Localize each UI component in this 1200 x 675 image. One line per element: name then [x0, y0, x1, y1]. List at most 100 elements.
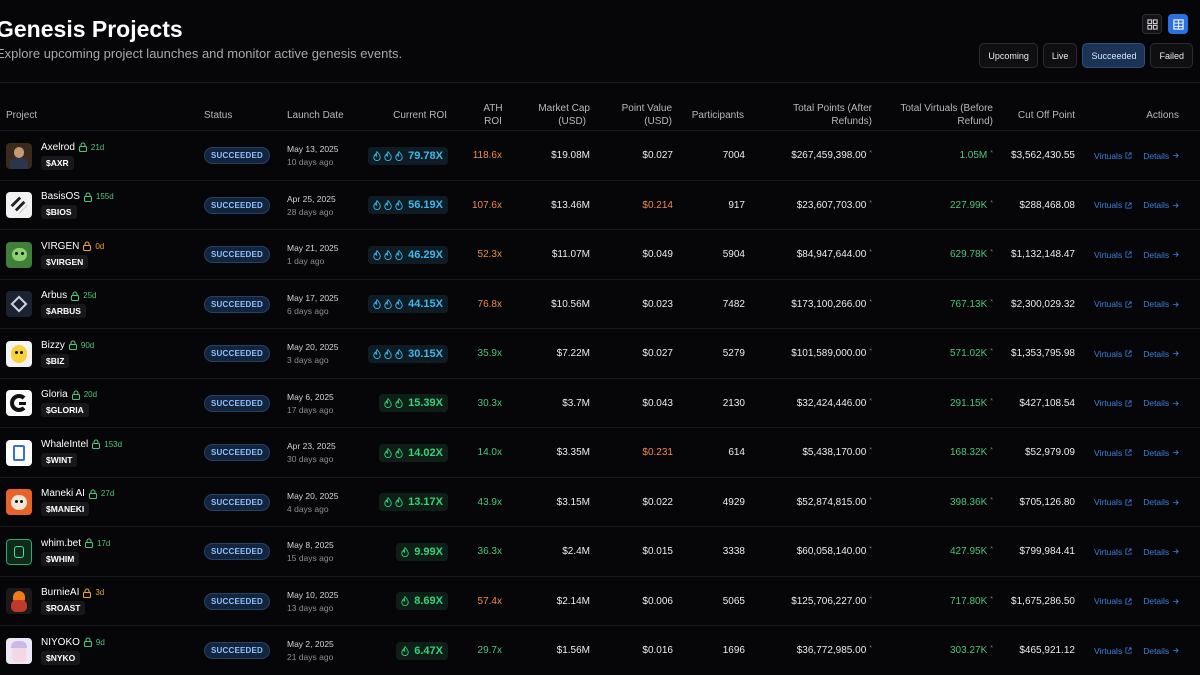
launch-date-cell: May 10, 2025 13 days ago	[287, 577, 367, 626]
virtuals-link[interactable]: Virtuals	[1094, 299, 1132, 309]
cut-off-point-value: $1,353,795.98	[1011, 348, 1075, 359]
col-cut-off-point[interactable]: Cut Off Point	[1017, 110, 1075, 121]
filter-failed-button[interactable]: Failed	[1150, 43, 1193, 68]
details-link[interactable]: Details	[1143, 299, 1179, 309]
header-divider	[0, 82, 1200, 83]
filter-succeeded-button[interactable]: Succeeded	[1082, 43, 1146, 68]
total-virtuals-cell: 168.32K *	[880, 428, 993, 477]
virtuals-link[interactable]: Virtuals	[1094, 497, 1132, 507]
filter-upcoming-button[interactable]: Upcoming	[979, 43, 1038, 68]
table-row[interactable]: NIYOKO 9d $NYKO SUCCEEDED May 2, 2025 21…	[0, 625, 1200, 675]
col-current-roi[interactable]: Current ROI	[393, 110, 447, 121]
details-link[interactable]: Details	[1143, 250, 1179, 260]
lock-icon	[83, 191, 92, 202]
launch-date: May 10, 2025	[287, 589, 339, 600]
page-title: Genesis Projects	[0, 16, 183, 42]
virtuals-link[interactable]: Virtuals	[1094, 250, 1132, 260]
total-virtuals-cell: 767.13K *	[880, 280, 993, 329]
details-link[interactable]: Details	[1143, 151, 1179, 161]
roi-chip: 79.78X	[368, 146, 448, 165]
virtuals-link[interactable]: Virtuals	[1094, 349, 1132, 359]
virtuals-link[interactable]: Virtuals	[1094, 646, 1132, 656]
details-link[interactable]: Details	[1143, 200, 1179, 210]
project-name[interactable]: whim.bet	[41, 537, 82, 549]
flame-icon	[373, 200, 381, 210]
current-roi-cell: 6.47X	[360, 626, 448, 675]
total-points-cell: $5,438,170.00 *	[760, 428, 872, 477]
col-status[interactable]: Status	[204, 110, 233, 121]
ath-roi-value: 35.9x	[477, 348, 502, 359]
table-row[interactable]: Arbus 25d $ARBUS SUCCEEDED May 17, 2025 …	[0, 278, 1200, 329]
info-marker: *	[869, 298, 872, 306]
table-row[interactable]: Maneki AI 27d $MANEKI SUCCEEDED May 20, …	[0, 476, 1200, 527]
table-row[interactable]: Axelrod 21d $AXR SUCCEEDED May 13, 2025 …	[0, 130, 1200, 180]
project-name[interactable]: NIYOKO	[41, 636, 80, 648]
details-link[interactable]: Details	[1143, 349, 1179, 359]
project-name[interactable]: VIRGEN	[41, 240, 80, 252]
table-view-button[interactable]	[1168, 14, 1188, 34]
status-cell: SUCCEEDED	[204, 329, 284, 378]
lock-icon	[71, 290, 80, 301]
actions-cell: Virtuals Details	[1094, 478, 1194, 527]
grid-view-button[interactable]	[1142, 14, 1162, 34]
flame-icon	[384, 200, 392, 210]
actions-cell: Virtuals Details	[1094, 329, 1194, 378]
col-launch-date[interactable]: Launch Date	[287, 110, 344, 121]
project-name[interactable]: Bizzy	[41, 339, 65, 351]
details-link[interactable]: Details	[1143, 448, 1179, 458]
total-virtuals-cell: 398.36K *	[880, 478, 993, 527]
col-participants[interactable]: Participants	[691, 110, 744, 121]
virtuals-link-label: Virtuals	[1094, 249, 1123, 260]
point-value-value: $0.016	[642, 645, 673, 656]
col-project[interactable]: Project	[6, 110, 38, 121]
col-ath-roi[interactable]: ATH ROI	[470, 102, 516, 128]
current-roi-value: 8.69X	[414, 595, 443, 607]
virtuals-link[interactable]: Virtuals	[1094, 200, 1132, 210]
table-row[interactable]: Gloria 20d $GLORIA SUCCEEDED May 6, 2025…	[0, 377, 1200, 428]
arrow-right-icon	[1173, 252, 1179, 257]
total-points-value: $84,947,644.00	[796, 249, 867, 260]
total-virtuals-cell: 291.15K *	[880, 379, 993, 428]
total-points-cell: $23,607,703.00 *	[760, 181, 872, 230]
info-marker: *	[869, 496, 872, 504]
cut-off-point-value: $799,984.41	[1019, 546, 1075, 557]
virtuals-link[interactable]: Virtuals	[1094, 547, 1132, 557]
flame-icon	[384, 447, 392, 458]
project-name[interactable]: BasisOS	[41, 191, 80, 202]
launch-date: May 8, 2025	[287, 540, 334, 550]
table-row[interactable]: WhaleIntel 153d $WINT SUCCEEDED Apr 23, …	[0, 427, 1200, 477]
filter-live-button[interactable]: Live	[1042, 43, 1078, 68]
virtuals-link[interactable]: Virtuals	[1094, 448, 1132, 458]
project-name[interactable]: Gloria	[41, 389, 68, 400]
details-link[interactable]: Details	[1143, 596, 1179, 606]
roi-chip: 13.17X	[379, 493, 448, 511]
virtuals-link[interactable]: Virtuals	[1094, 151, 1132, 161]
details-link-label: Details	[1143, 447, 1170, 458]
details-link[interactable]: Details	[1143, 646, 1179, 656]
col-market-cap[interactable]: Market Cap (USD)	[515, 102, 590, 128]
actions-cell: Virtuals Details	[1094, 131, 1194, 180]
project-name[interactable]: BurnieAI	[41, 587, 80, 598]
external-link-icon	[1125, 251, 1132, 258]
flame-icon	[395, 497, 403, 507]
project-name[interactable]: Maneki AI	[41, 488, 85, 499]
table-row[interactable]: VIRGEN 0d $VIRGEN SUCCEEDED May 21, 2025…	[0, 229, 1200, 279]
col-total-virtuals[interactable]: Total Virtuals (Before Refund)	[880, 102, 993, 128]
project-name[interactable]: WhaleIntel	[41, 438, 89, 450]
col-total-points[interactable]: Total Points (After Refunds)	[760, 102, 872, 128]
table-row[interactable]: BasisOS 155d $BIOS SUCCEEDED Apr 25, 202…	[0, 179, 1200, 230]
table-row[interactable]: Bizzy 90d $BIZ SUCCEEDED May 20, 2025 3 …	[0, 328, 1200, 378]
details-link[interactable]: Details	[1143, 547, 1179, 557]
details-link[interactable]: Details	[1143, 398, 1179, 408]
launch-date: Apr 23, 2025	[287, 441, 336, 451]
project-name[interactable]: Arbus	[41, 290, 68, 301]
table-row[interactable]: whim.bet 17d $WHIM SUCCEEDED May 8, 2025…	[0, 526, 1200, 576]
market-cap-value: $1.56M	[556, 645, 590, 656]
launch-date: May 2, 2025	[287, 639, 334, 649]
virtuals-link[interactable]: Virtuals	[1094, 596, 1132, 606]
table-row[interactable]: BurnieAI 3d $ROAST SUCCEEDED May 10, 202…	[0, 575, 1200, 626]
project-name[interactable]: Axelrod	[41, 141, 75, 153]
virtuals-link[interactable]: Virtuals	[1094, 398, 1132, 408]
details-link[interactable]: Details	[1143, 497, 1179, 507]
col-point-value[interactable]: Point Value (USD)	[600, 102, 672, 128]
